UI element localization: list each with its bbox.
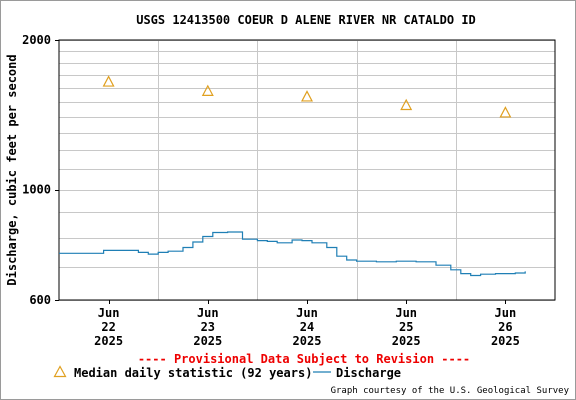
x-tick-labels: Jun222025Jun232025Jun242025Jun252025Jun2… (94, 306, 520, 348)
x-tick-label: Jun (395, 306, 417, 320)
y-tick-label: 600 (29, 293, 51, 307)
median-point (102, 75, 115, 87)
series-group (59, 75, 526, 277)
credit-text: Graph courtesy of the U.S. Geological Su… (331, 386, 570, 396)
legend: Median daily statistic (92 years) Discha… (53, 365, 401, 380)
x-tick-label: Jun (296, 306, 318, 320)
x-tick-label: 2025 (491, 334, 520, 348)
x-tick-label: Jun (98, 306, 120, 320)
x-tick-label: 2025 (392, 334, 421, 348)
y-tick-label: 2000 (22, 33, 51, 47)
x-tick-label: 24 (300, 320, 314, 334)
x-tick-label: 2025 (193, 334, 222, 348)
x-tick-label: 23 (201, 320, 215, 334)
provisional-note: ---- Provisional Data Subject to Revisio… (138, 352, 470, 366)
x-tick-label: 22 (101, 320, 115, 334)
x-tick-label: 25 (399, 320, 413, 334)
x-tick-label: Jun (495, 306, 517, 320)
y-tick-labels: 2000 1000 600 (22, 33, 51, 307)
legend-entry-median: Median daily statistic (92 years) (74, 366, 312, 380)
y-axis-label: Discharge, cubic feet per second (5, 54, 19, 285)
median-point (301, 90, 313, 102)
legend-entry-discharge: Discharge (336, 366, 401, 380)
x-tick-label: 26 (498, 320, 512, 334)
x-tick-label: 2025 (293, 334, 322, 348)
grid (59, 40, 555, 301)
legend-triangle-icon (53, 365, 67, 378)
y-tick-label: 1000 (22, 183, 51, 197)
axis-ticks (55, 40, 506, 304)
chart-title: USGS 12413500 COEUR D ALENE RIVER NR CAT… (136, 13, 476, 27)
median-point (400, 98, 413, 111)
discharge-line (59, 231, 526, 277)
median-point (499, 106, 512, 118)
x-tick-label: 2025 (94, 334, 123, 348)
x-tick-label: Jun (197, 306, 219, 320)
median-point (201, 84, 214, 97)
